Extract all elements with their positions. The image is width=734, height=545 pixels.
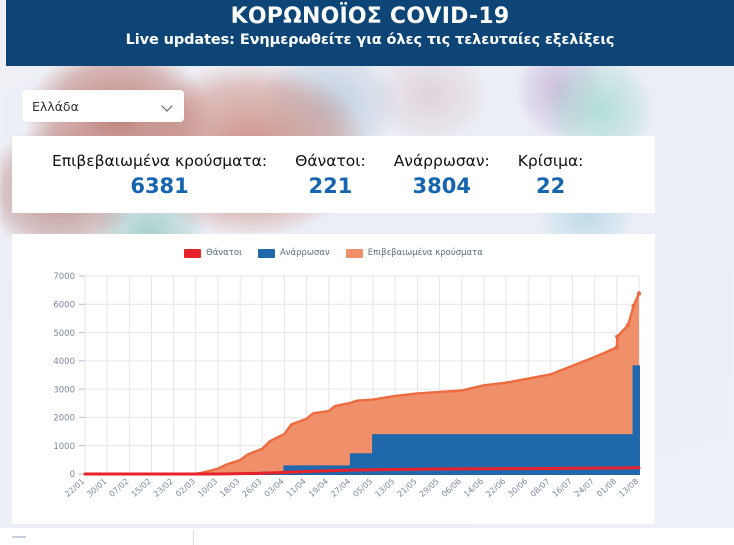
svg-text:7000: 7000 bbox=[53, 272, 75, 282]
chart-legend: Θάνατοι Ανάρρωσαν Επιβεβαιωμένα κρούσματ… bbox=[12, 248, 655, 258]
svg-text:22/06: 22/06 bbox=[484, 477, 507, 499]
legend-label-deaths: Θάνατοι bbox=[206, 248, 242, 258]
svg-text:6000: 6000 bbox=[53, 300, 75, 310]
svg-text:30/01: 30/01 bbox=[85, 477, 108, 499]
svg-text:27/04: 27/04 bbox=[329, 477, 352, 499]
svg-text:03/04: 03/04 bbox=[263, 477, 286, 499]
legend-label-confirmed: Επιβεβαιωμένα κρούσματα bbox=[367, 248, 483, 258]
svg-text:01/08: 01/08 bbox=[595, 477, 618, 499]
svg-text:19/04: 19/04 bbox=[307, 477, 330, 499]
country-select[interactable]: Ελλάδα bbox=[22, 90, 184, 122]
stat-confirmed-label: Επιβεβαιωμένα κρούσματα: bbox=[52, 151, 268, 170]
svg-text:1000: 1000 bbox=[53, 442, 75, 452]
country-select-value: Ελλάδα bbox=[32, 98, 79, 114]
stat-critical: Κρίσιμα: 22 bbox=[504, 151, 598, 199]
legend-item-recovered[interactable]: Ανάρρωσαν bbox=[257, 248, 330, 258]
stat-recovered-label: Ανάρρωσαν: bbox=[393, 151, 490, 170]
stat-recovered: Ανάρρωσαν: 3804 bbox=[380, 151, 504, 199]
stat-deaths-label: Θάνατοι: bbox=[295, 151, 366, 170]
svg-text:5000: 5000 bbox=[53, 329, 75, 339]
legend-swatch-confirmed bbox=[345, 248, 363, 258]
svg-text:0: 0 bbox=[70, 470, 75, 480]
svg-text:08/07: 08/07 bbox=[529, 477, 552, 499]
svg-text:29/05: 29/05 bbox=[418, 477, 441, 499]
svg-text:15/02: 15/02 bbox=[130, 477, 153, 499]
stat-critical-label: Κρίσιμα: bbox=[517, 151, 584, 170]
svg-text:11/04: 11/04 bbox=[285, 477, 308, 499]
bottom-artifact-divider bbox=[193, 530, 194, 545]
legend-label-recovered: Ανάρρωσαν bbox=[279, 248, 330, 258]
stat-confirmed: Επιβεβαιωμένα κρούσματα: 6381 bbox=[38, 151, 281, 199]
stat-deaths: Θάνατοι: 221 bbox=[281, 151, 380, 199]
page-title: ΚΟΡΩΝΟΪΟΣ COVID-19 bbox=[230, 4, 510, 29]
svg-text:10/03: 10/03 bbox=[196, 477, 219, 499]
stat-deaths-value: 221 bbox=[308, 173, 353, 198]
site-header: ΚΟΡΩΝΟΪΟΣ COVID-19 Live updates: Ενημερω… bbox=[6, 0, 734, 66]
svg-text:3000: 3000 bbox=[53, 385, 75, 395]
legend-swatch-recovered bbox=[257, 248, 275, 258]
svg-text:2000: 2000 bbox=[53, 414, 75, 424]
svg-text:13/05: 13/05 bbox=[373, 477, 396, 499]
chart-plot-area: 0 1000 2000 3000 4000 5000 6000 7000 22/01 30/01 0… bbox=[12, 262, 655, 524]
svg-text:16/07: 16/07 bbox=[551, 477, 574, 499]
svg-text:21/05: 21/05 bbox=[396, 477, 419, 499]
chevron-down-icon bbox=[163, 101, 174, 112]
page-bottom-strip bbox=[0, 528, 734, 545]
svg-text:07/02: 07/02 bbox=[107, 477, 130, 499]
covid-cumulative-chart: 0100020003000400050006000700022/0130/010… bbox=[53, 272, 642, 499]
svg-text:24/07: 24/07 bbox=[573, 477, 596, 499]
svg-text:30/06: 30/06 bbox=[506, 477, 529, 499]
bottom-artifact-tick bbox=[12, 536, 26, 538]
svg-text:23/02: 23/02 bbox=[152, 477, 175, 499]
legend-swatch-deaths bbox=[184, 248, 202, 258]
svg-text:4000: 4000 bbox=[53, 357, 75, 367]
svg-text:14/06: 14/06 bbox=[462, 477, 485, 499]
svg-text:13/08: 13/08 bbox=[617, 477, 640, 499]
legend-item-deaths[interactable]: Θάνατοι bbox=[184, 248, 242, 258]
svg-text:18/03: 18/03 bbox=[218, 477, 241, 499]
chart-card: Θάνατοι Ανάρρωσαν Επιβεβαιωμένα κρούσματ… bbox=[12, 234, 655, 524]
svg-text:02/03: 02/03 bbox=[174, 477, 197, 499]
legend-item-confirmed[interactable]: Επιβεβαιωμένα κρούσματα bbox=[345, 248, 483, 258]
stat-recovered-value: 3804 bbox=[412, 173, 471, 198]
svg-text:05/05: 05/05 bbox=[351, 477, 374, 499]
stat-confirmed-value: 6381 bbox=[130, 173, 189, 198]
page-subtitle: Live updates: Ενημερωθείτε για όλες τις … bbox=[125, 32, 615, 48]
svg-text:06/06: 06/06 bbox=[440, 477, 463, 499]
stat-critical-value: 22 bbox=[535, 173, 566, 198]
stats-card: Επιβεβαιωμένα κρούσματα: 6381 Θάνατοι: 2… bbox=[12, 136, 655, 213]
svg-text:26/03: 26/03 bbox=[240, 477, 263, 499]
